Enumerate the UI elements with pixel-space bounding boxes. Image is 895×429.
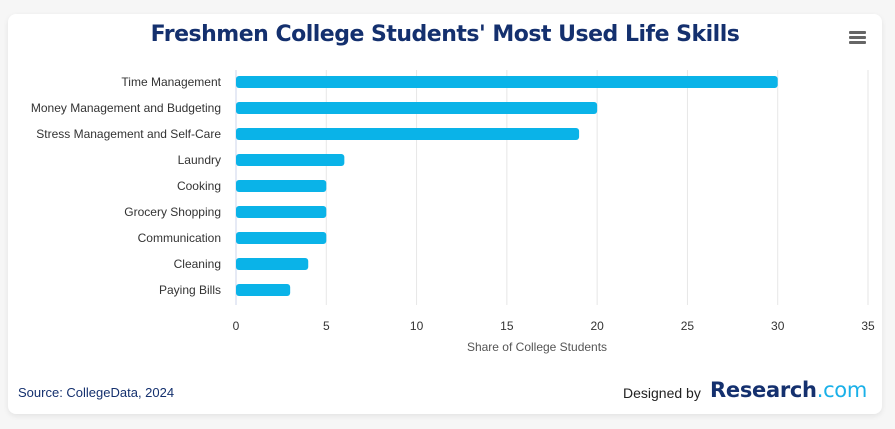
research-logo[interactable]: Research.com [710,378,868,402]
hamburger-menu-icon[interactable] [849,31,866,45]
x-tick-label: 10 [410,319,424,333]
category-label: Grocery Shopping [124,205,221,219]
source-note: Source: CollegeData, 2024 [18,385,175,400]
bar [236,102,598,114]
category-label: Time Management [121,75,221,89]
category-label: Money Management and Budgeting [31,101,221,115]
category-label: Stress Management and Self-Care [36,127,221,141]
x-axis-title: Share of College Students [467,340,607,354]
bar [236,180,327,192]
category-label: Laundry [178,153,221,167]
x-tick-label: 0 [233,319,240,333]
category-label: Communication [138,231,221,245]
bar [236,128,580,140]
bar [236,206,327,218]
bar [236,284,291,296]
category-label: Cooking [177,179,221,193]
bar [236,76,778,88]
category-label: Paying Bills [159,283,221,297]
x-tick-label: 30 [771,319,785,333]
x-tick-label: 35 [861,319,875,333]
x-tick-label: 25 [681,319,695,333]
x-tick-label: 15 [500,319,514,333]
x-tick-label: 20 [590,319,604,333]
x-tick-label: 5 [323,319,330,333]
category-label: Cleaning [174,257,221,271]
chart-title: Freshmen College Students' Most Used Lif… [150,22,740,47]
designed-by-label: Designed by [623,385,701,401]
bar [236,258,309,270]
bar [236,154,345,166]
bar [236,232,327,244]
